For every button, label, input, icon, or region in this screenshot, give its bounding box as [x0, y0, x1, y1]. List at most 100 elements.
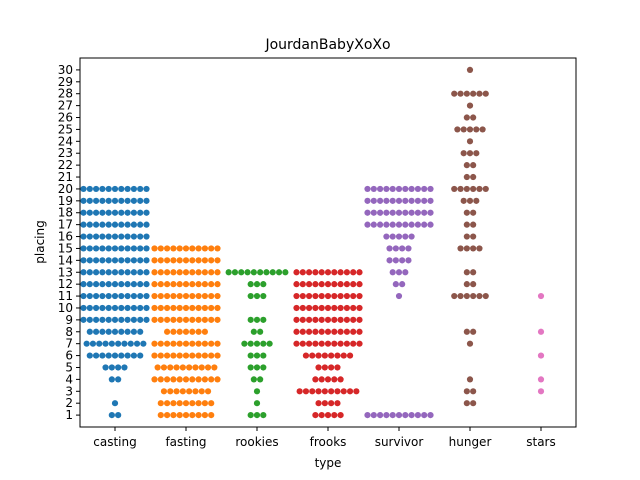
data-point	[324, 376, 332, 383]
data-point	[157, 316, 164, 323]
data-point	[253, 412, 261, 419]
data-point	[118, 328, 125, 335]
data-point	[93, 281, 100, 288]
data-point	[182, 316, 190, 323]
data-point	[93, 245, 100, 252]
data-point	[208, 400, 215, 407]
data-point	[80, 245, 87, 252]
data-point	[105, 281, 112, 288]
data-point	[214, 340, 221, 347]
y-tick-label: 26	[58, 111, 73, 125]
data-point	[402, 185, 409, 193]
data-point	[293, 328, 300, 335]
data-point	[427, 221, 434, 228]
data-point	[195, 376, 202, 383]
data-point	[151, 340, 158, 347]
data-point	[214, 281, 221, 288]
data-point	[176, 328, 183, 335]
data-point	[201, 400, 208, 407]
data-point	[111, 269, 119, 276]
data-point	[454, 126, 461, 133]
data-point	[334, 388, 341, 395]
data-point	[111, 292, 119, 300]
data-point	[111, 316, 119, 323]
data-point	[389, 209, 396, 216]
data-point	[182, 304, 190, 312]
data-point	[470, 269, 477, 276]
data-point	[86, 352, 93, 359]
data-point	[208, 376, 215, 383]
data-point	[482, 90, 489, 97]
data-point	[337, 412, 344, 419]
data-point	[214, 292, 221, 300]
data-point	[143, 316, 150, 323]
data-point	[293, 304, 300, 312]
data-point	[130, 185, 137, 193]
data-point	[312, 269, 319, 276]
data-point	[306, 281, 313, 288]
data-point	[306, 328, 313, 335]
data-point	[124, 209, 131, 216]
data-point	[328, 400, 335, 407]
data-point	[466, 376, 474, 383]
data-point	[537, 388, 545, 395]
data-point	[457, 245, 464, 252]
data-point	[164, 257, 171, 264]
data-point	[118, 352, 125, 359]
data-point	[476, 185, 483, 193]
data-point	[214, 257, 221, 264]
data-point	[395, 209, 403, 216]
data-point	[201, 340, 208, 347]
data-point	[356, 292, 363, 300]
data-point	[208, 352, 215, 359]
data-point	[299, 340, 306, 347]
data-point	[124, 328, 131, 335]
data-point	[111, 328, 119, 335]
data-point	[364, 412, 371, 419]
data-point	[324, 316, 332, 323]
y-tick-label: 19	[58, 194, 73, 208]
data-point	[470, 162, 477, 169]
data-point	[451, 292, 458, 300]
data-point	[293, 281, 300, 288]
data-point	[99, 269, 106, 276]
data-point	[402, 221, 409, 228]
data-point	[143, 185, 150, 193]
data-point	[86, 292, 93, 300]
data-point	[151, 316, 158, 323]
y-tick-label: 23	[58, 146, 73, 160]
data-point	[189, 292, 196, 300]
data-point	[93, 269, 100, 276]
y-tick-label: 9	[65, 313, 73, 327]
data-point	[176, 257, 183, 264]
data-point	[312, 316, 319, 323]
data-point	[208, 412, 215, 419]
data-point	[334, 400, 341, 407]
data-point	[195, 257, 202, 264]
data-point	[463, 400, 470, 407]
data-point	[389, 197, 396, 204]
data-point	[108, 412, 115, 419]
data-point	[315, 352, 322, 359]
data-point	[253, 316, 261, 323]
data-point	[176, 245, 183, 252]
data-point	[238, 269, 245, 276]
data-point	[201, 376, 208, 383]
data-point	[130, 257, 137, 264]
data-point	[463, 388, 470, 395]
data-point	[334, 364, 341, 371]
data-point	[247, 292, 254, 300]
data-point	[115, 376, 122, 383]
data-point	[93, 257, 100, 264]
data-point	[299, 328, 306, 335]
data-point	[201, 328, 208, 335]
data-point	[386, 257, 393, 264]
data-point	[463, 162, 470, 169]
data-point	[99, 292, 106, 300]
data-point	[182, 269, 190, 276]
data-point	[392, 257, 399, 264]
data-point	[408, 197, 415, 204]
data-point	[408, 412, 415, 419]
data-point	[176, 292, 183, 300]
data-point	[164, 340, 171, 347]
